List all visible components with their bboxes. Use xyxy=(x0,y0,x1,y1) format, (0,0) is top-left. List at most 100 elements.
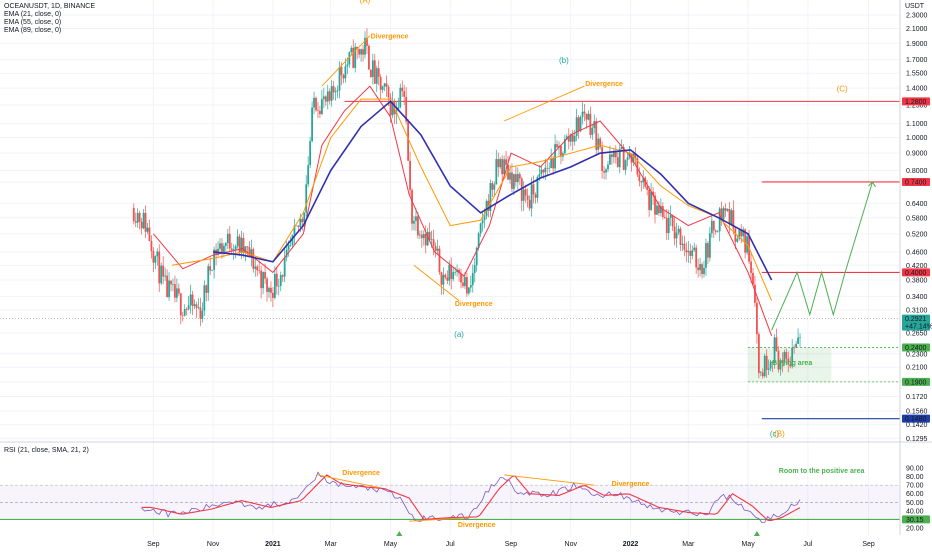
candle-body xyxy=(224,243,227,246)
candle-body xyxy=(373,60,376,84)
y-tick-label: 0.3400 xyxy=(906,294,928,301)
candle-body xyxy=(452,272,455,280)
candle-body xyxy=(424,234,427,246)
projection-arrowhead xyxy=(868,181,876,188)
rsi-divergence-line xyxy=(504,474,595,486)
candle-body xyxy=(409,160,411,191)
candle-body xyxy=(305,184,308,213)
candle-body xyxy=(522,189,525,201)
candle-body xyxy=(542,169,545,173)
y-tick-label: 0.6400 xyxy=(906,201,928,208)
candle-body xyxy=(389,97,392,116)
candle-body xyxy=(420,234,423,239)
rsi-annotation-label: Room to the positive area xyxy=(779,468,865,475)
annotation-label: Divergence xyxy=(455,301,493,308)
candle-body xyxy=(475,247,478,266)
rsi-y-tick-label: 70.00 xyxy=(906,483,924,490)
candle-body xyxy=(514,174,517,183)
candle-body xyxy=(242,237,245,253)
price-label-box xyxy=(902,377,930,386)
candle-body xyxy=(761,372,764,377)
legend-ema21: EMA (21, close, 0) xyxy=(4,11,62,18)
candle-body xyxy=(462,282,464,287)
candle-body xyxy=(230,248,233,251)
candle-body xyxy=(534,194,537,198)
candle-body xyxy=(411,190,413,224)
candle-body xyxy=(150,241,153,252)
candle-body xyxy=(679,228,682,245)
candle-body xyxy=(595,121,598,150)
candle-body xyxy=(526,195,529,200)
wave-label: (c) xyxy=(770,430,780,439)
rsi-divergence-line xyxy=(316,474,380,489)
candle-body xyxy=(454,272,457,273)
candle-body xyxy=(221,243,223,253)
candle-body xyxy=(712,220,715,231)
y-tick-label: 1.4000 xyxy=(906,86,928,93)
candle-body xyxy=(503,159,506,175)
candle-body xyxy=(281,275,284,277)
candle-body xyxy=(550,158,553,168)
candle-body xyxy=(516,174,519,183)
candle-body xyxy=(432,239,435,246)
candle-body xyxy=(332,86,335,93)
legend-ema89: EMA (89, close, 0) xyxy=(4,27,62,34)
candle-body xyxy=(366,37,368,46)
candle-body xyxy=(589,113,592,135)
candle-body xyxy=(759,372,762,374)
candle-body xyxy=(593,121,596,128)
candle-body xyxy=(430,239,433,240)
ema-line xyxy=(153,85,773,336)
candle-body xyxy=(471,273,474,286)
candle-body xyxy=(175,288,178,298)
candle-body xyxy=(730,210,733,225)
candle-body xyxy=(146,227,149,232)
candle-body xyxy=(164,275,167,277)
candle-body xyxy=(252,249,255,269)
candle-body xyxy=(603,170,605,173)
candle-body xyxy=(464,277,466,287)
candle-body xyxy=(205,285,208,293)
candle-body xyxy=(219,243,221,249)
candle-body xyxy=(708,233,711,258)
candle-body xyxy=(597,138,600,150)
candle-body xyxy=(162,265,165,277)
projection-path xyxy=(771,181,873,331)
candle-body xyxy=(675,232,678,239)
candle-body xyxy=(556,144,558,148)
wave-label: (B) xyxy=(774,430,785,439)
candle-body xyxy=(567,136,570,142)
candle-body xyxy=(413,220,415,224)
candle-body xyxy=(152,251,155,263)
price-label-text: 0.7400 xyxy=(905,179,927,186)
y-tick-label: 0.1295 xyxy=(906,436,928,443)
candle-body xyxy=(364,37,366,55)
candle-body xyxy=(548,167,551,169)
rsi-sma-line xyxy=(141,474,801,522)
candle-body xyxy=(144,212,147,232)
candle-body xyxy=(607,164,609,170)
candle-body xyxy=(775,337,778,351)
candle-body xyxy=(289,245,292,246)
candle-body xyxy=(491,183,494,190)
candle-body xyxy=(769,361,772,369)
candle-body xyxy=(168,280,170,298)
candle-body xyxy=(575,117,578,137)
candle-body xyxy=(232,249,235,251)
y-tick-label: 0.1720 xyxy=(906,394,928,401)
candle-body xyxy=(317,110,319,111)
candle-body xyxy=(581,111,584,117)
price-label-box xyxy=(902,177,930,186)
candle-body xyxy=(270,287,272,293)
candle-body xyxy=(789,364,792,367)
candle-body xyxy=(648,189,651,210)
candle-body xyxy=(705,243,707,268)
candle-body xyxy=(179,293,182,316)
candle-body xyxy=(377,68,380,77)
rsi-signal-marker xyxy=(396,531,403,536)
candle-body xyxy=(350,47,353,53)
candle-body xyxy=(513,174,515,189)
candle-body xyxy=(765,355,768,370)
candle-body xyxy=(493,184,496,190)
candle-body xyxy=(197,307,200,308)
